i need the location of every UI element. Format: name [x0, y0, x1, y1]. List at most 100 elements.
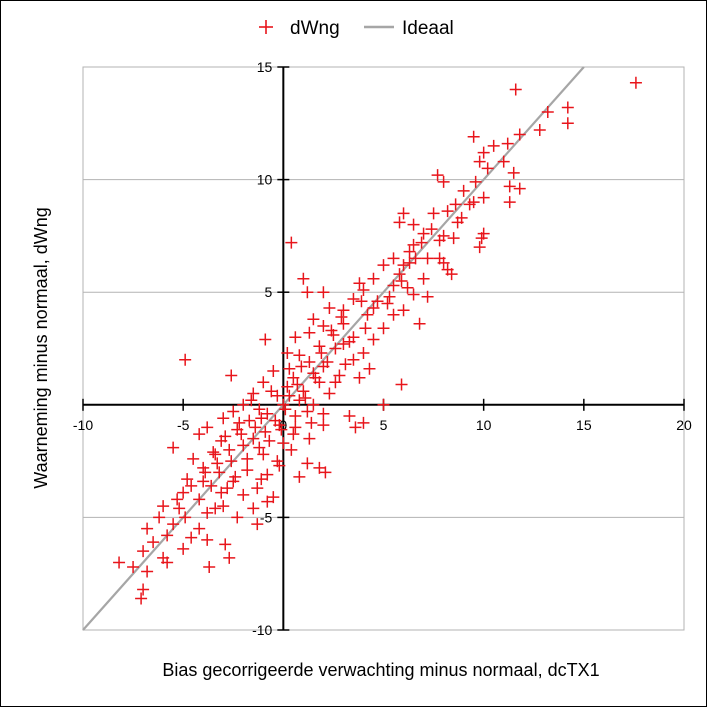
data-point — [205, 479, 218, 492]
data-point — [401, 281, 414, 294]
data-point — [319, 466, 332, 479]
x-tick-label: 15 — [576, 417, 592, 433]
data-point — [387, 279, 400, 292]
data-point — [473, 155, 486, 168]
data-point — [413, 317, 426, 330]
data-point — [353, 371, 366, 384]
data-point — [353, 277, 366, 290]
data-point — [237, 488, 250, 501]
data-point — [513, 182, 526, 195]
data-point — [297, 272, 310, 285]
legend-marker-dwng — [259, 20, 273, 34]
data-point — [425, 223, 438, 236]
data-point — [403, 245, 416, 258]
data-point — [339, 358, 352, 371]
data-point — [395, 274, 408, 287]
data-point — [219, 430, 232, 443]
data-point — [137, 545, 150, 558]
data-point — [497, 155, 510, 168]
data-point — [467, 130, 480, 143]
data-point — [287, 428, 300, 441]
data-point — [367, 333, 380, 346]
data-point — [213, 466, 226, 479]
data-point — [193, 522, 206, 535]
data-point — [171, 493, 184, 506]
data-point — [513, 128, 526, 141]
data-point — [381, 297, 394, 310]
data-point — [349, 421, 362, 434]
data-point — [253, 441, 266, 454]
data-point — [481, 162, 494, 175]
data-point — [303, 326, 316, 339]
data-point — [321, 356, 334, 369]
data-point — [271, 389, 284, 402]
data-point — [211, 457, 224, 470]
data-point — [261, 468, 274, 481]
data-point — [185, 531, 198, 544]
data-point — [225, 369, 238, 382]
data-point — [561, 117, 574, 130]
data-point — [229, 470, 242, 483]
data-point — [217, 412, 230, 425]
data-point — [475, 232, 488, 245]
data-point — [403, 256, 416, 269]
data-point — [201, 421, 214, 434]
data-point — [259, 333, 272, 346]
data-point — [395, 378, 408, 391]
data-point — [231, 511, 244, 524]
data-point — [203, 560, 216, 573]
data-point — [355, 295, 368, 308]
data-point — [245, 394, 258, 407]
data-point — [283, 362, 296, 375]
data-point — [407, 238, 420, 251]
data-point — [357, 347, 370, 360]
legend-label-dwng: dWng — [290, 18, 340, 39]
data-point — [221, 482, 234, 495]
data-point — [313, 340, 326, 353]
y-tick-label: 15 — [257, 59, 273, 75]
y-tick-label: 10 — [257, 172, 273, 188]
data-point — [407, 218, 420, 231]
data-point — [387, 252, 400, 265]
data-point — [325, 324, 338, 337]
data-point — [167, 441, 180, 454]
data-point — [295, 360, 308, 373]
data-point — [361, 308, 374, 321]
x-tick-label: 20 — [676, 417, 692, 433]
data-point — [487, 139, 500, 152]
data-point — [313, 461, 326, 474]
data-point — [347, 292, 360, 305]
data-point — [179, 511, 192, 524]
data-point — [241, 464, 254, 477]
data-point — [397, 207, 410, 220]
data-point — [371, 295, 384, 308]
data-point — [367, 272, 380, 285]
data-point — [287, 371, 300, 384]
data-point — [267, 365, 280, 378]
data-point — [247, 387, 260, 400]
data-point — [307, 313, 320, 326]
data-point — [177, 542, 190, 555]
data-point — [291, 378, 304, 391]
data-point — [335, 310, 348, 323]
data-point — [337, 337, 350, 350]
data-point — [193, 428, 206, 441]
data-point — [241, 452, 254, 465]
data-point — [507, 166, 520, 179]
data-point — [629, 76, 642, 89]
data-point — [387, 308, 400, 321]
data-point — [227, 405, 240, 418]
data-point — [307, 398, 320, 411]
data-point — [255, 412, 268, 425]
x-tick-label: -10 — [73, 417, 93, 433]
data-point — [267, 491, 280, 504]
data-point — [251, 482, 264, 495]
data-point — [289, 410, 302, 423]
data-point — [377, 322, 390, 335]
data-point — [223, 443, 236, 456]
data-point — [309, 371, 322, 384]
data-point — [181, 473, 194, 486]
data-point — [161, 556, 174, 569]
x-tick-label: -5 — [177, 417, 190, 433]
data-point — [285, 443, 298, 456]
